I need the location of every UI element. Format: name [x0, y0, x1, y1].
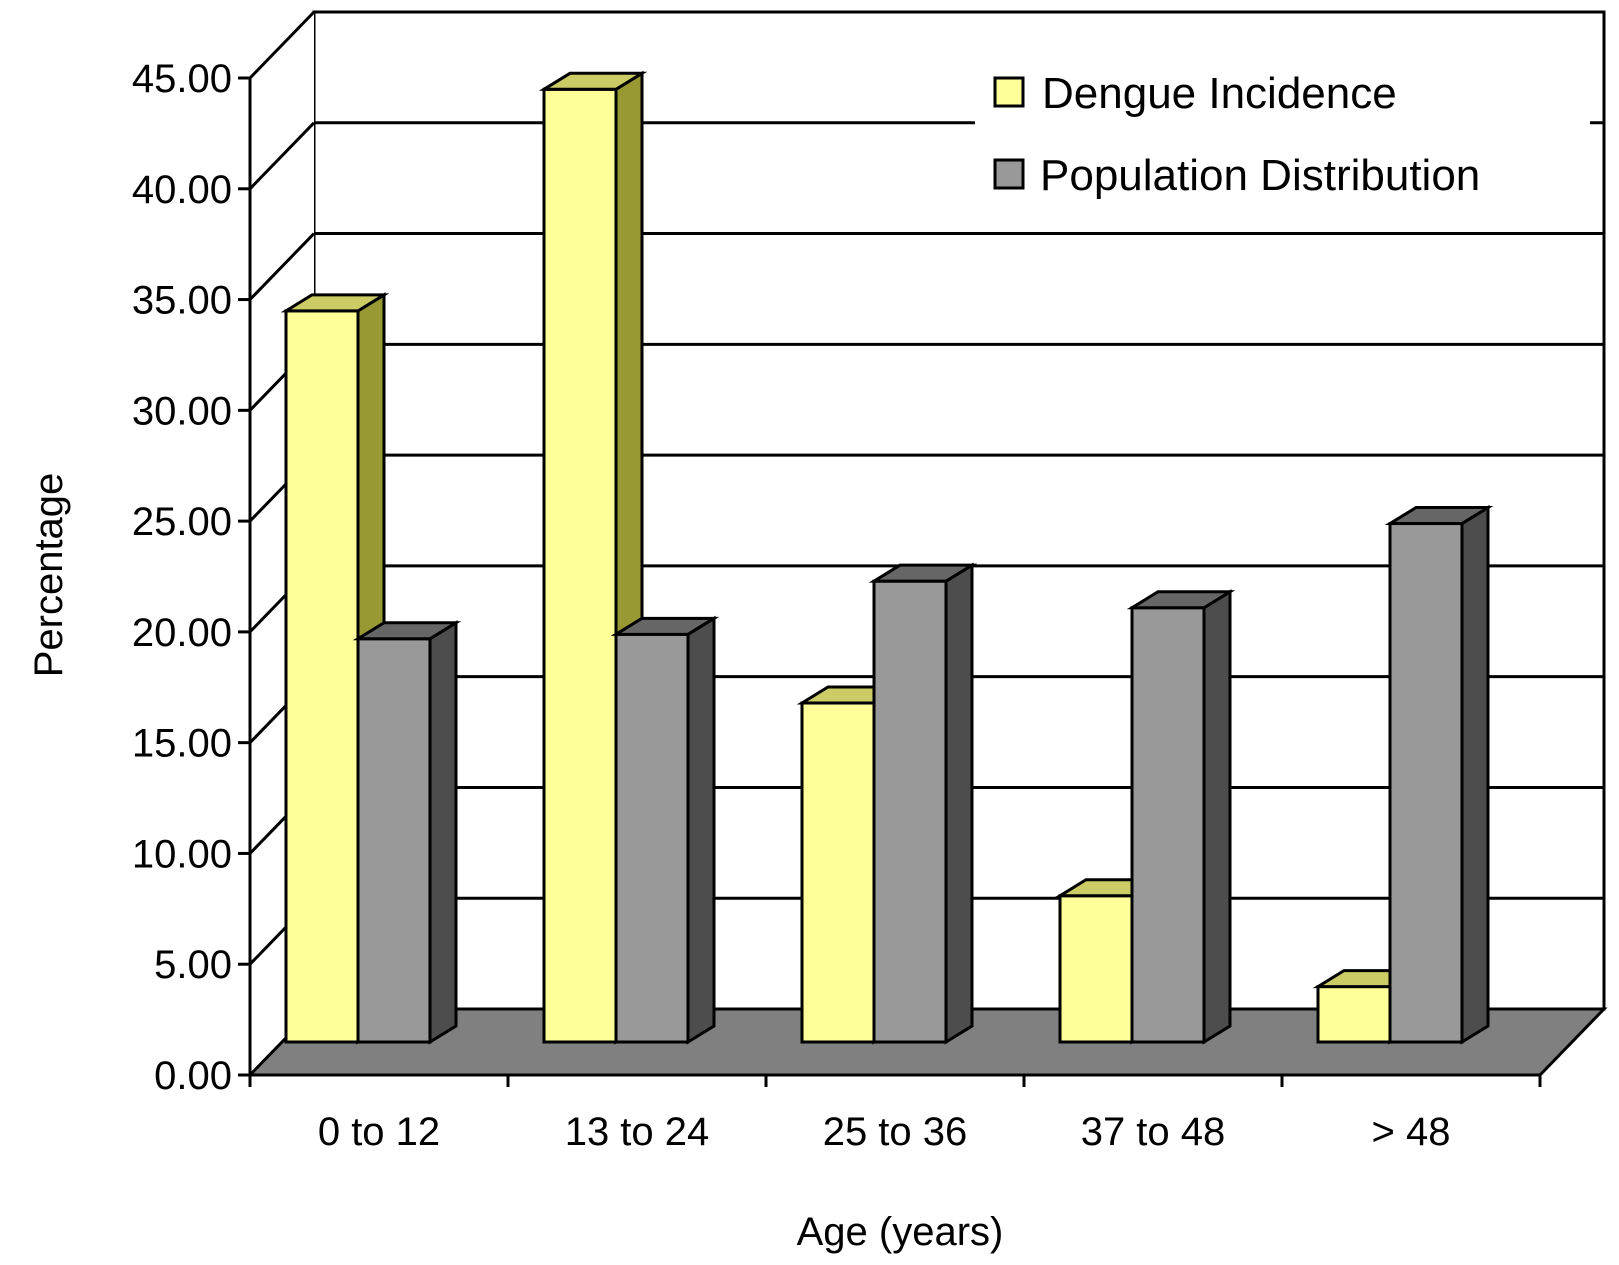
y-tick-label: 40.00: [132, 168, 232, 212]
bar-population-distribution-48: [1384, 504, 1494, 1045]
x-tick-label: > 48: [1372, 1110, 1451, 1154]
bar-population-distribution-25-to-36: [868, 562, 978, 1045]
legend-label-dengue-incidence: Dengue Incidence: [1042, 69, 1397, 118]
bar-population-distribution-37-to-48-top: [1126, 590, 1236, 610]
bar-population-distribution-0-to-12-front: [356, 637, 432, 1044]
x-tick-label: 13 to 24: [565, 1110, 710, 1154]
y-tick-label: 20.00: [132, 611, 232, 655]
bar-dengue-incidence-25-to-36-front: [800, 701, 876, 1044]
y-tick-label: 0.00: [154, 1054, 232, 1098]
bar-dengue-incidence-37-to-48-front: [1058, 894, 1134, 1044]
bar-population-distribution-48-top: [1384, 506, 1494, 526]
legend: Dengue Incidence Population Distribution: [975, 52, 1590, 222]
bar-population-distribution-13-to-24-top: [610, 616, 720, 636]
bar-population-distribution-37-to-48-side: [1202, 589, 1232, 1045]
bar-population-distribution-25-to-36-side: [944, 562, 974, 1045]
bar-population-distribution-13-to-24-front: [614, 632, 690, 1044]
bar-dengue-incidence-48-front: [1316, 985, 1392, 1044]
x-tick-label: 37 to 48: [1081, 1110, 1226, 1154]
bar-population-distribution-37-to-48-front: [1130, 606, 1206, 1044]
gridline-side: [248, 121, 316, 190]
bar-population-distribution-25-to-36-top: [868, 563, 978, 583]
x-axis-title: Age (years): [797, 1210, 1004, 1254]
legend-label-population-distribution: Population Distribution: [1040, 151, 1480, 200]
bar-population-distribution-13-to-24: [610, 615, 720, 1045]
y-tick-label: 5.00: [154, 943, 232, 987]
bar-population-distribution-0-to-12-side: [428, 620, 458, 1045]
y-tick-label: 25.00: [132, 500, 232, 544]
y-axis-title: Percentage: [27, 473, 71, 678]
legend-swatch-dengue-incidence: [993, 76, 1025, 108]
gridline-side: [248, 10, 316, 80]
legend-background: [975, 52, 1590, 222]
bar-dengue-incidence-13-to-24-top: [538, 71, 648, 91]
bar-population-distribution-48-side: [1460, 504, 1490, 1045]
y-tick-label: 45.00: [132, 57, 232, 101]
gridline-side: [248, 232, 316, 301]
tick-labels: 0.00 5.00 10.00 15.00 20.00 25.00 30.00 35.00 40…: [132, 57, 1451, 1154]
bar-dengue-incidence-13-to-24-front: [542, 87, 618, 1044]
y-tick-label: 10.00: [132, 832, 232, 876]
legend-swatch-population-distribution: [993, 158, 1025, 190]
bar-population-distribution-13-to-24-side: [686, 615, 716, 1045]
x-tick-label: 0 to 12: [318, 1110, 440, 1154]
bar-population-distribution-0-to-12: [352, 620, 462, 1045]
x-tick-label: 25 to 36: [823, 1110, 968, 1154]
y-tick-label: 35.00: [132, 279, 232, 323]
bar-population-distribution-25-to-36-front: [872, 579, 948, 1044]
y-tick-label: 30.00: [132, 389, 232, 433]
axes: [238, 76, 1542, 1087]
y-tick-label: 15.00: [132, 722, 232, 766]
bar-population-distribution-37-to-48: [1126, 589, 1236, 1045]
bar-dengue-incidence-0-to-12-front: [284, 309, 360, 1044]
bar-population-distribution-48-front: [1388, 522, 1464, 1044]
bar-population-distribution-0-to-12-top: [352, 621, 462, 641]
bar-dengue-incidence-0-to-12-top: [280, 293, 390, 313]
bars: [280, 70, 1494, 1045]
